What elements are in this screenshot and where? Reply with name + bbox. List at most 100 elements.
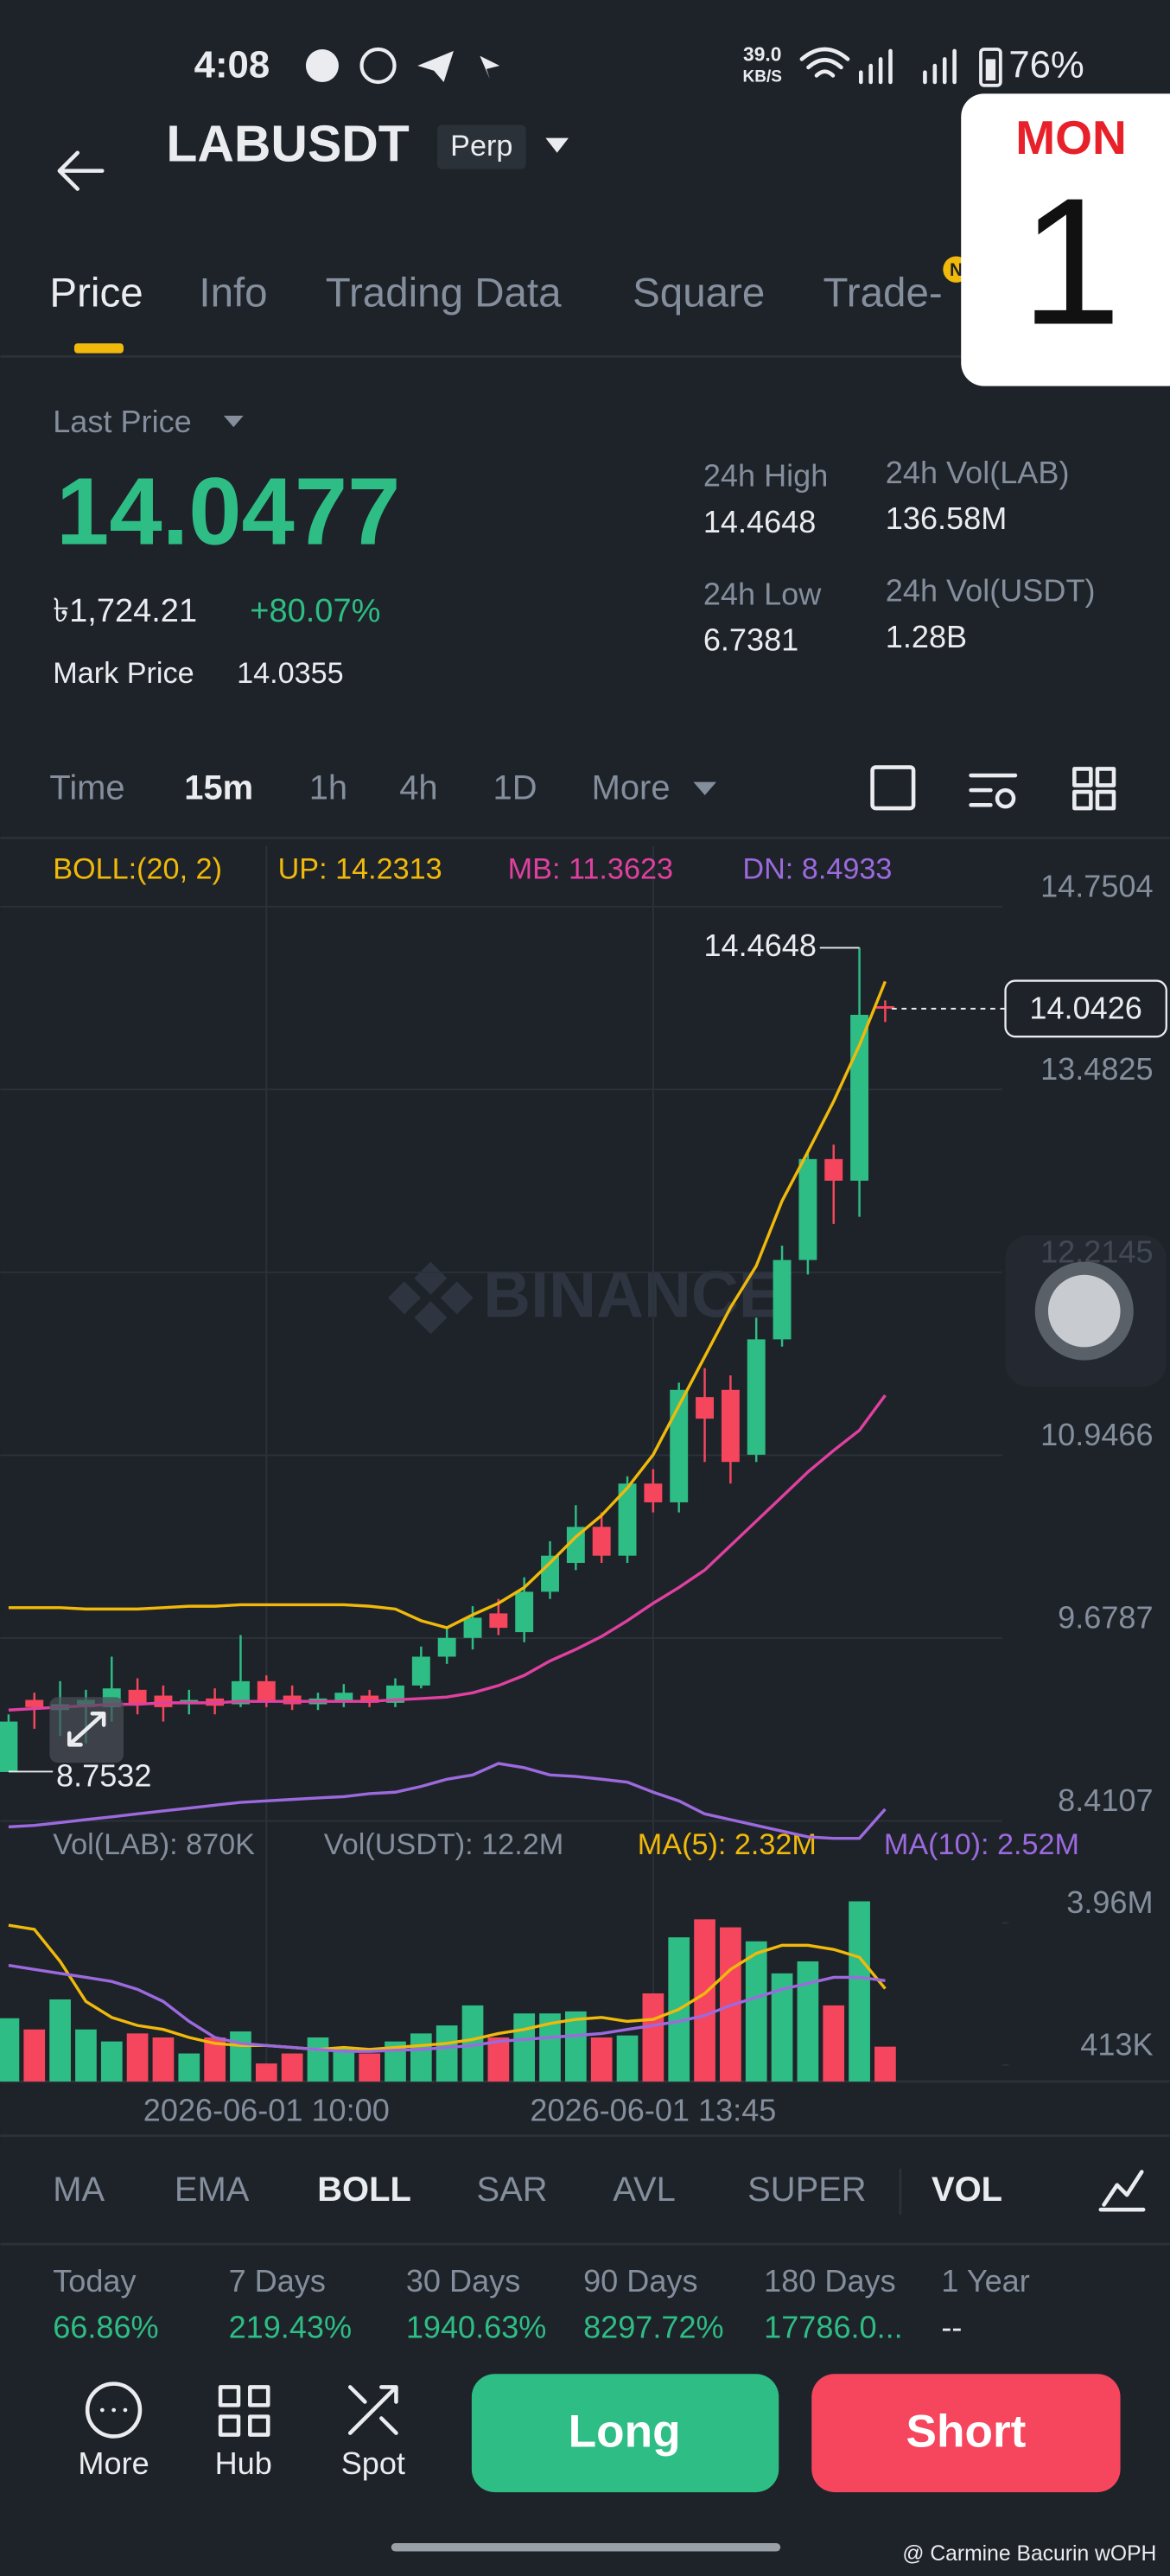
hub-icon[interactable] xyxy=(218,2385,270,2437)
battery-text: 76% xyxy=(1008,43,1084,86)
indicator-tab[interactable]: EMA xyxy=(175,2171,250,2209)
candle-body xyxy=(0,1721,18,1772)
volume-bar xyxy=(565,2011,587,2082)
indicator-settings[interactable] xyxy=(1098,2170,1146,2212)
return-label: Today xyxy=(53,2263,136,2299)
tool-label[interactable]: More xyxy=(78,2445,149,2481)
tool-label[interactable]: Spot xyxy=(341,2445,405,2481)
calendar-date: 1 xyxy=(1021,162,1121,363)
legend-item: MA(5): 2.32M xyxy=(638,1828,817,1861)
candle-body xyxy=(128,1689,147,1705)
stat-value: 1.28B xyxy=(886,619,967,654)
volume-bar xyxy=(616,2035,639,2082)
candle-body xyxy=(644,1483,663,1502)
volume-bar xyxy=(874,2046,896,2082)
tab[interactable]: Square xyxy=(633,271,765,316)
candle-body xyxy=(566,1527,585,1564)
return-label: 180 Days xyxy=(764,2263,895,2299)
indicator-tab[interactable]: AVL xyxy=(613,2171,675,2209)
chart-setting-icon xyxy=(995,787,1016,809)
tab[interactable]: Price xyxy=(49,271,143,316)
volume-legend: Vol(LAB): 870K xyxy=(53,1828,255,1861)
return-value: 219.43% xyxy=(229,2309,352,2344)
tool-label[interactable]: Hub xyxy=(215,2445,272,2481)
more-icon[interactable] xyxy=(85,2382,143,2439)
candle-body xyxy=(25,1699,44,1707)
symbol[interactable]: LABUSDT xyxy=(166,117,409,173)
x-tick-label: 2026-06-01 13:45 xyxy=(530,2093,776,2128)
return-label: 1 Year xyxy=(941,2263,1029,2299)
indicator-tab[interactable]: MA xyxy=(53,2171,105,2209)
status-icon xyxy=(359,47,397,85)
return-label: 7 Days xyxy=(229,2263,326,2299)
volume-bar xyxy=(797,1961,819,2082)
candle-body xyxy=(618,1483,637,1556)
timeframe[interactable]: 1D xyxy=(493,769,537,807)
candle-body xyxy=(334,1693,353,1702)
long-label[interactable]: Long xyxy=(569,2407,681,2458)
spot-icon[interactable] xyxy=(347,2385,398,2435)
brand-logo xyxy=(387,1261,474,1335)
long-button[interactable] xyxy=(471,2374,779,2493)
tab[interactable]: Trading Data xyxy=(326,271,562,316)
badge-bg xyxy=(436,124,526,169)
timeframe[interactable]: Time xyxy=(49,769,124,807)
volume-bar xyxy=(823,2005,845,2082)
symbol-dropdown[interactable] xyxy=(545,137,569,153)
volume-bar xyxy=(255,2063,277,2082)
volume-bar xyxy=(359,2053,381,2082)
chart-tool-icon[interactable] xyxy=(870,765,916,811)
volume-bar xyxy=(0,2018,20,2082)
legend-item: MB: 11.3623 xyxy=(508,852,673,885)
short-label[interactable]: Short xyxy=(906,2407,1026,2458)
candle-body xyxy=(824,1158,843,1181)
boll-line xyxy=(8,980,887,1629)
timeframe[interactable]: 1h xyxy=(309,769,347,807)
back-button[interactable] xyxy=(57,150,105,191)
return-value: 66.86% xyxy=(53,2309,158,2344)
stat-value: 14.4648 xyxy=(703,504,816,539)
contract-badge: Perp xyxy=(450,130,512,163)
dropdown-arrow xyxy=(223,415,244,428)
timeframe[interactable]: 15m xyxy=(184,769,253,807)
return-value: 8297.72% xyxy=(583,2309,724,2344)
stat-value: 6.7381 xyxy=(703,622,798,658)
watermark: @ Carmine Bacurin wOPH xyxy=(902,2542,1156,2566)
tab[interactable]: Info xyxy=(199,271,267,316)
tab[interactable]: Trade- xyxy=(823,271,943,316)
dropdown-arrow xyxy=(693,781,717,795)
timeframe[interactable]: More xyxy=(592,769,671,807)
tab-underline xyxy=(73,343,124,354)
y-tick-label: 8.4107 xyxy=(1058,1782,1153,1818)
brand-watermark: BINANCE xyxy=(483,1258,782,1331)
low-marker-label: 8.7532 xyxy=(56,1758,151,1794)
volume-bar xyxy=(281,2053,303,2082)
volume-bar xyxy=(642,1993,664,2082)
indicator-tab[interactable]: VOL xyxy=(932,2171,1002,2209)
candle-body xyxy=(721,1389,740,1463)
volume-bar xyxy=(410,2033,432,2082)
stat-label: 24h Vol(LAB) xyxy=(886,455,1070,490)
last-price-label[interactable]: Last Price xyxy=(53,404,191,439)
mark-price-label: Mark Price xyxy=(53,657,194,690)
candle-body xyxy=(670,1389,689,1502)
indicator-tab[interactable]: SAR xyxy=(477,2171,548,2209)
candle-body xyxy=(592,1527,611,1556)
layout-icon[interactable] xyxy=(1072,767,1116,811)
timeframe[interactable]: 4h xyxy=(399,769,437,807)
volume-bar xyxy=(307,2037,329,2082)
candle-body xyxy=(515,1591,534,1633)
short-button[interactable] xyxy=(811,2374,1121,2493)
net-speed-unit: KB/S xyxy=(743,67,782,86)
candle-body xyxy=(489,1613,508,1629)
wifi-icon xyxy=(799,47,850,78)
indicator-tab[interactable]: SUPER xyxy=(747,2171,866,2209)
candle-body xyxy=(463,1617,482,1638)
indicator-tab[interactable]: BOLL xyxy=(317,2171,411,2209)
stat-label: 24h Vol(USDT) xyxy=(886,573,1096,609)
return-value: -- xyxy=(941,2309,962,2344)
chart-setting-icon[interactable] xyxy=(969,773,1018,807)
volume-tick-label: 413K xyxy=(1080,2026,1153,2062)
return-value: 17786.0... xyxy=(764,2309,903,2344)
